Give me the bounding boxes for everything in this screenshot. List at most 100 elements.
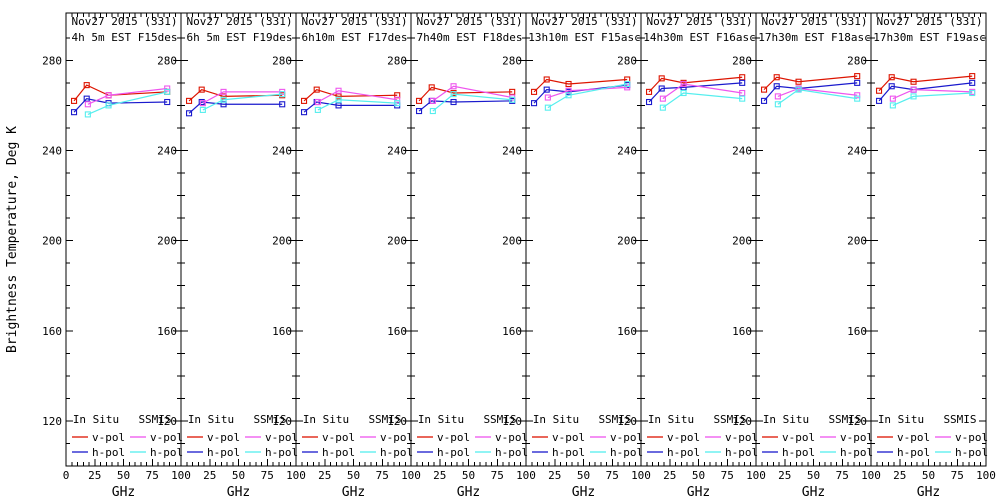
panel-6: Nov27 2015 (331) 14h30m EST F16asc 120 160 2… — [617, 12, 766, 500]
y-tick-label: 160 — [272, 325, 292, 338]
legend-in-situ-header: In Situ — [418, 413, 464, 426]
panel-legend: In Situ SSMIS v-pol h-pol v-pol h-pol — [72, 413, 183, 459]
x-axis-title: GHz — [687, 485, 710, 500]
x-tick-label: 50 — [807, 469, 820, 482]
y-tick-label: 240 — [617, 144, 637, 157]
y-tick-label: 280 — [502, 54, 522, 67]
legend-ssmis-header: SSMIS — [598, 413, 631, 426]
in-situ-h-pol-marker — [645, 98, 653, 106]
legend-vpol-label: v-pol — [150, 431, 183, 444]
in-situ-v-pol-marker — [415, 97, 423, 104]
panel-legend: In Situ SSMIS v-pol h-pol v-pol h-pol — [532, 413, 643, 459]
in-situ-v-pol-marker — [428, 84, 435, 91]
legend-vpol-label: v-pol — [610, 431, 643, 444]
in-situ-h-pol-marker — [415, 107, 423, 115]
legend-ssmis-header: SSMIS — [253, 413, 286, 426]
in-situ-h-pol-line — [303, 101, 398, 113]
in-situ-h-pol-marker — [888, 83, 895, 90]
panel-8: Nov27 2015 (331) 17h30m EST F19asc 120 160 2… — [847, 12, 996, 500]
legend-vpol-label: v-pol — [552, 431, 585, 444]
ssmis-h-pol-line — [432, 93, 513, 112]
x-tick-label: 75 — [146, 469, 159, 482]
legend-ssmis-header: SSMIS — [828, 413, 861, 426]
legend-hpol-label: h-pol — [610, 446, 643, 459]
x-tick-label: 100 — [861, 469, 881, 482]
x-tick-label: 75 — [491, 469, 504, 482]
x-tick-label: 100 — [171, 469, 191, 482]
legend-ssmis-header: SSMIS — [483, 413, 516, 426]
ssmis-v-pol-marker — [774, 93, 781, 100]
in-situ-h-pol-marker — [164, 98, 171, 106]
ssmis-h-pol-marker — [164, 88, 171, 95]
ssmis-v-pol-marker — [429, 97, 436, 104]
x-tick-label: 100 — [631, 469, 651, 482]
in-situ-h-pol-marker — [83, 95, 90, 102]
ssmis-v-pol-marker — [659, 95, 666, 102]
y-tick-label: 200 — [732, 235, 752, 248]
panel-subtitle: 6h10m EST F17des — [302, 31, 408, 44]
x-axis-title: GHz — [572, 485, 595, 500]
in-situ-v-pol-marker — [186, 97, 193, 104]
legend-vpol-label: v-pol — [92, 431, 125, 444]
x-tick-label: 100 — [516, 469, 536, 482]
y-tick-label: 200 — [42, 235, 62, 248]
ssmis-v-pol-marker — [450, 83, 457, 90]
legend-hpol-label: h-pol — [782, 446, 815, 459]
legend-hpol-label: h-pol — [150, 446, 183, 459]
in-situ-v-pol-marker — [888, 74, 895, 81]
x-tick-label: 100 — [401, 469, 421, 482]
x-tick-label: 50 — [117, 469, 130, 482]
x-tick-label: 25 — [548, 469, 561, 482]
y-tick-label: 280 — [272, 54, 292, 67]
ssmis-v-pol-line — [87, 87, 168, 105]
legend-vpol-label: v-pol — [437, 431, 470, 444]
legend-vpol-label: v-pol — [207, 431, 240, 444]
x-tick-label: 100 — [976, 469, 996, 482]
x-tick-label: 50 — [577, 469, 590, 482]
x-tick-label: 75 — [721, 469, 734, 482]
x-axis-title: GHz — [917, 485, 940, 500]
x-tick-label: 50 — [922, 469, 935, 482]
y-tick-label: 200 — [847, 235, 867, 248]
ssmis-h-pol-marker — [509, 96, 516, 103]
y-tick-label: 120 — [617, 415, 637, 428]
panel-7: Nov27 2015 (331) 17h30m EST F18asc 120 160 2… — [732, 12, 881, 500]
panel-title: Nov27 2015 (331) — [187, 15, 293, 28]
y-tick-label: 280 — [42, 54, 62, 67]
in-situ-v-pol-line — [878, 75, 973, 92]
ssmis-h-pol-marker — [854, 95, 861, 102]
panel-legend: In Situ SSMIS v-pol h-pol v-pol h-pol — [762, 413, 873, 459]
y-tick-label: 280 — [847, 54, 867, 67]
panel-title: Nov27 2015 (331) — [302, 15, 408, 28]
panel-legend: In Situ SSMIS v-pol h-pol v-pol h-pol — [877, 413, 988, 459]
ssmis-h-pol-marker — [795, 86, 802, 93]
legend-vpol-label: v-pol — [265, 431, 298, 444]
legend-vpol-label: v-pol — [897, 431, 930, 444]
in-situ-h-pol-marker — [186, 110, 193, 117]
x-axis-title: GHz — [227, 485, 250, 500]
x-axis-title: GHz — [457, 485, 480, 500]
in-situ-h-pol-marker — [335, 102, 342, 109]
legend-hpol-label: h-pol — [955, 446, 988, 459]
y-tick-label: 120 — [157, 415, 177, 428]
in-situ-v-pol-marker — [875, 87, 883, 94]
ssmis-h-pol-marker — [84, 111, 91, 118]
y-tick-label: 120 — [272, 415, 292, 428]
in-situ-h-pol-marker — [760, 97, 768, 104]
legend-vpol-label: v-pol — [955, 431, 988, 444]
ssmis-v-pol-marker — [314, 98, 321, 106]
in-situ-v-pol-line — [533, 78, 628, 93]
in-situ-h-pol-marker — [680, 84, 687, 91]
in-situ-v-pol-marker — [543, 76, 550, 83]
in-situ-h-pol-line — [763, 82, 858, 102]
ssmis-h-pol-marker — [565, 92, 572, 99]
panel-subtitle: 6h 5m EST F19des — [187, 31, 293, 44]
ssmis-v-pol-marker — [164, 85, 171, 92]
ssmis-v-pol-marker — [335, 87, 342, 94]
panel-subtitle: 17h30m EST F18asc — [758, 31, 871, 44]
legend-hpol-label: h-pol — [265, 446, 298, 459]
ssmis-h-pol-line — [892, 92, 973, 106]
y-tick-label: 160 — [502, 325, 522, 338]
ssmis-h-pol-line — [87, 91, 168, 115]
